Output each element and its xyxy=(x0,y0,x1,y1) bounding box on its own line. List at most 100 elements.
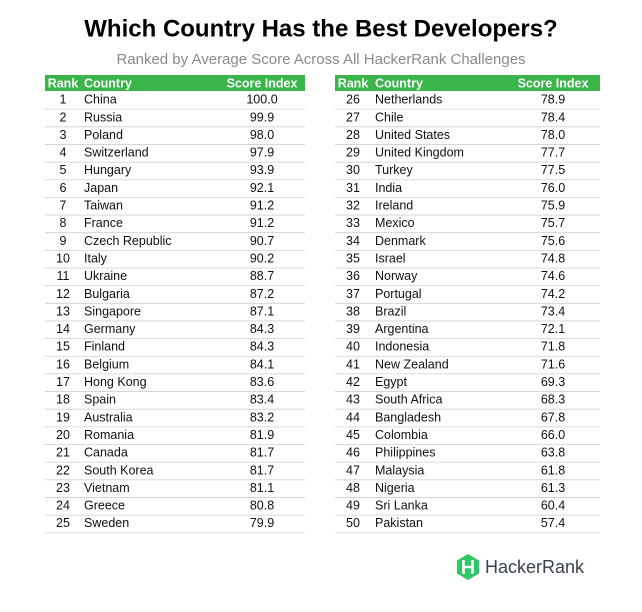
table-cell: Argentina xyxy=(375,322,429,336)
table-cell: Germany xyxy=(84,322,136,336)
table-cell: Hong Kong xyxy=(84,375,147,389)
table-cell: 17 xyxy=(56,375,70,389)
table-cell: 75.7 xyxy=(541,216,565,230)
table-cell: Portugal xyxy=(375,287,422,301)
table-cell: 93.9 xyxy=(250,163,274,177)
table-cell: Switzerland xyxy=(84,146,149,160)
table-cell: 7 xyxy=(60,199,67,213)
table-cell: 84.1 xyxy=(250,357,274,371)
table-cell: Brazil xyxy=(375,304,406,318)
table-cell: South Korea xyxy=(84,463,154,477)
table-cell: 32 xyxy=(346,199,360,213)
column-header: Rank xyxy=(48,76,79,90)
subtitle: Ranked by Average Score Across All Hacke… xyxy=(116,51,525,68)
table-cell: 91.2 xyxy=(250,216,274,230)
header-row xyxy=(45,75,305,91)
table-cell: 90.2 xyxy=(250,251,274,265)
table-cell: 8 xyxy=(60,216,67,230)
table-cell: 72.1 xyxy=(541,322,565,336)
table-cell: Sweden xyxy=(84,516,129,530)
table-cell: 13 xyxy=(56,304,70,318)
table-cell: 10 xyxy=(56,251,70,265)
table-cell: Czech Republic xyxy=(84,234,172,248)
table-cell: 60.4 xyxy=(541,499,565,513)
table-cell: Taiwan xyxy=(84,199,123,213)
table-cell: Colombia xyxy=(375,428,428,442)
table-cell: 6 xyxy=(60,181,67,195)
table-cell: 40 xyxy=(346,340,360,354)
table-cell: 78.9 xyxy=(541,93,565,107)
table-cell: 78.0 xyxy=(541,128,565,142)
table-cell: 68.3 xyxy=(541,393,565,407)
table-cell: 98.0 xyxy=(250,128,274,142)
table-cell: 92.1 xyxy=(250,181,274,195)
column-header: Country xyxy=(375,76,423,90)
table-cell: 47 xyxy=(346,463,360,477)
table-cell: 57.4 xyxy=(541,516,565,530)
table-cell: 61.3 xyxy=(541,481,565,495)
table-cell: 83.4 xyxy=(250,393,274,407)
table-cell: 74.2 xyxy=(541,287,565,301)
table-cell: 2 xyxy=(60,110,67,124)
table-cell: 73.4 xyxy=(541,304,565,318)
table-cell: 28 xyxy=(346,128,360,142)
table-cell: 77.7 xyxy=(541,146,565,160)
table-cell: 81.9 xyxy=(250,428,274,442)
table-cell: Poland xyxy=(84,128,123,142)
table-cell: 4 xyxy=(60,146,67,160)
table-cell: France xyxy=(84,216,123,230)
table-cell: 37 xyxy=(346,287,360,301)
table-cell: 15 xyxy=(56,340,70,354)
table-cell: 87.1 xyxy=(250,304,274,318)
table-cell: 84.3 xyxy=(250,340,274,354)
table-cell: Pakistan xyxy=(375,516,423,530)
header-row xyxy=(335,75,600,91)
table-cell: 77.5 xyxy=(541,163,565,177)
table-cell: 22 xyxy=(56,463,70,477)
table-cell: 91.2 xyxy=(250,199,274,213)
table-cell: 26 xyxy=(346,93,360,107)
table-cell: Norway xyxy=(375,269,418,283)
table-cell: 25 xyxy=(56,516,70,530)
column-header: Rank xyxy=(338,76,369,90)
table-cell: 81.7 xyxy=(250,446,274,460)
table-cell: 35 xyxy=(346,251,360,265)
table-cell: Canada xyxy=(84,446,128,460)
table-cell: Ireland xyxy=(375,199,413,213)
table-cell: 23 xyxy=(56,481,70,495)
table-cell: 83.6 xyxy=(250,375,274,389)
table-cell: 9 xyxy=(60,234,67,248)
table-cell: 44 xyxy=(346,410,360,424)
column-header: Country xyxy=(84,76,132,90)
table-cell: Sri Lanka xyxy=(375,499,428,513)
table-cell: 100.0 xyxy=(246,93,277,107)
column-header: Score Index xyxy=(227,76,298,90)
table-cell: Bangladesh xyxy=(375,410,441,424)
table-cell: 61.8 xyxy=(541,463,565,477)
table-cell: 84.3 xyxy=(250,322,274,336)
table-cell: 79.9 xyxy=(250,516,274,530)
table-cell: United States xyxy=(375,128,450,142)
table-cell: Turkey xyxy=(375,163,413,177)
table-cell: 19 xyxy=(56,410,70,424)
table-cell: 5 xyxy=(60,163,67,177)
table-cell: Belgium xyxy=(84,357,129,371)
table-cell: 24 xyxy=(56,499,70,513)
table-cell: 48 xyxy=(346,481,360,495)
table-cell: Ukraine xyxy=(84,269,127,283)
table-cell: Bulgaria xyxy=(84,287,130,301)
table-cell: Nigeria xyxy=(375,481,415,495)
table-cell: 31 xyxy=(346,181,360,195)
table-cell: 46 xyxy=(346,446,360,460)
table-cell: 76.0 xyxy=(541,181,565,195)
table-cell: 34 xyxy=(346,234,360,248)
table-cell: 27 xyxy=(346,110,360,124)
table-cell: 69.3 xyxy=(541,375,565,389)
table-cell: 99.9 xyxy=(250,110,274,124)
table-cell: 30 xyxy=(346,163,360,177)
table-cell: 74.8 xyxy=(541,251,565,265)
table-cell: 75.6 xyxy=(541,234,565,248)
table-cell: 88.7 xyxy=(250,269,274,283)
table-cell: 81.7 xyxy=(250,463,274,477)
table-cell: 43 xyxy=(346,393,360,407)
